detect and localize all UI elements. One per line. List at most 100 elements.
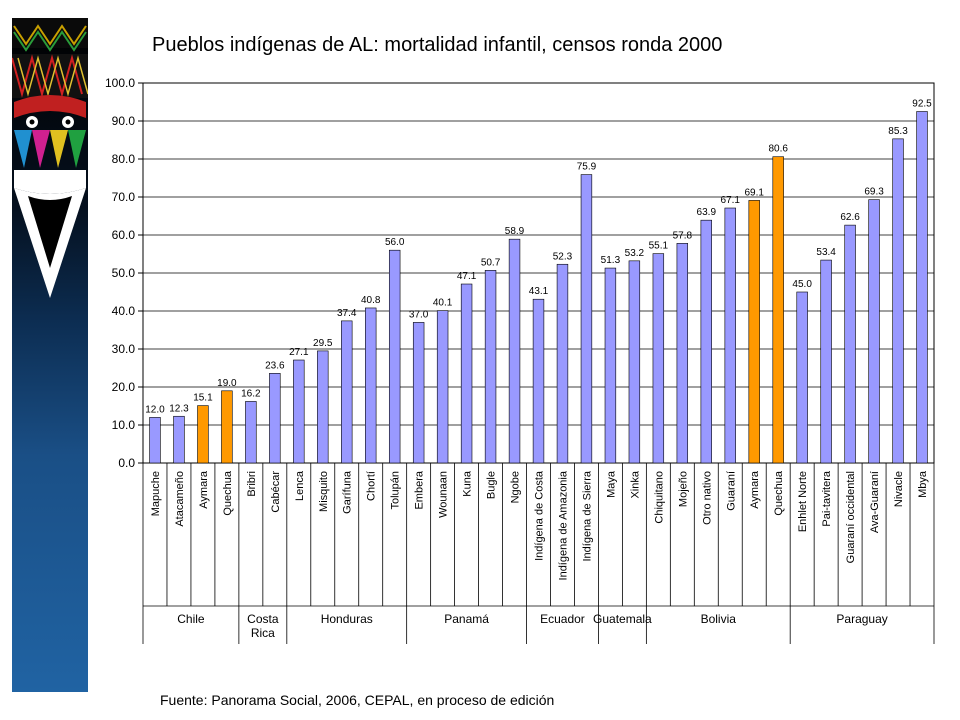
bar <box>844 224 856 464</box>
y-tick-label: 20.0 <box>112 380 136 394</box>
bar <box>556 263 569 464</box>
bar <box>197 405 209 464</box>
decorative-sidebar <box>12 18 88 692</box>
x-category-label: Mojeño <box>677 471 689 507</box>
value-label: 75.9 <box>577 162 597 173</box>
y-tick-label: 100.0 <box>105 76 135 90</box>
y-tick-label: 90.0 <box>112 114 136 128</box>
bar <box>532 298 545 464</box>
value-label: 85.3 <box>888 126 908 137</box>
x-category-label: Embera <box>414 470 426 509</box>
bar <box>412 322 425 464</box>
chart-title: Pueblos indígenas de AL: mortalidad infa… <box>152 34 723 56</box>
x-category-label: Chortí <box>366 471 378 501</box>
bar <box>460 283 473 464</box>
x-category-label: Chiquitano <box>653 471 665 524</box>
y-tick-label: 30.0 <box>112 342 136 356</box>
value-label: 63.9 <box>697 207 717 218</box>
bar <box>245 401 257 464</box>
value-label: 53.4 <box>816 247 836 258</box>
value-label: 43.1 <box>529 286 549 297</box>
value-label: 19.0 <box>217 378 237 389</box>
x-category-label: Cabécar <box>270 471 282 513</box>
value-label: 67.1 <box>721 195 741 206</box>
bar <box>700 219 712 464</box>
bar <box>269 373 281 464</box>
bar <box>652 253 665 464</box>
value-label: 47.1 <box>457 271 477 282</box>
y-tick-label: 50.0 <box>112 266 136 280</box>
bar <box>508 238 521 464</box>
y-axis-ticks: 0.0 10.0 20.0 30.0 40.0 50.0 60.0 70.0 80.0 90.0 1… <box>105 76 143 470</box>
value-label: 27.1 <box>289 347 309 358</box>
group-label: Rica <box>251 626 275 640</box>
x-category-label: Quechua <box>222 470 234 516</box>
value-label: 58.9 <box>505 226 525 237</box>
x-category-label: Kuna <box>462 470 474 497</box>
value-label: 15.1 <box>193 393 213 404</box>
x-category-label: Xinka <box>629 470 641 498</box>
x-category-label: Aymara <box>749 470 761 509</box>
value-label: 51.3 <box>601 255 621 266</box>
x-category-label: Nivacle <box>893 471 905 507</box>
x-category-label: Wounaan <box>438 471 450 518</box>
x-category-label: Indígena de Amazonia <box>557 470 569 580</box>
x-category-label: Tolupán <box>390 471 402 510</box>
group-label: Chile <box>177 612 205 626</box>
value-label: 53.2 <box>625 248 645 259</box>
source-note: Fuente: Panorama Social, 2006, CEPAL, en… <box>160 692 555 708</box>
y-tick-label: 60.0 <box>112 228 136 242</box>
value-label: 56.0 <box>385 237 405 248</box>
x-category-label: Bugle <box>486 471 498 499</box>
value-label: 12.3 <box>169 403 189 414</box>
x-category-label: Guaraní occidental <box>845 471 857 563</box>
bar <box>484 270 497 464</box>
bar <box>293 359 305 464</box>
bar <box>772 156 784 464</box>
bar <box>748 200 760 464</box>
bar <box>628 260 641 464</box>
x-category-label: Lenca <box>294 470 306 501</box>
bar <box>724 207 736 464</box>
bar <box>580 174 593 464</box>
x-category-label: Ngobe <box>510 471 522 503</box>
bar <box>820 259 832 464</box>
y-tick-label: 70.0 <box>112 190 136 204</box>
value-label: 69.3 <box>864 187 884 198</box>
value-label: 37.4 <box>337 308 357 319</box>
bar <box>676 243 689 464</box>
tribal-mask-icon <box>12 18 88 298</box>
group-label: Guatemala <box>593 612 652 626</box>
group-label: Ecuador <box>540 612 585 626</box>
value-label: 80.6 <box>768 144 788 155</box>
x-category-label: Atacameño <box>174 471 186 527</box>
x-category-label: Mapuche <box>150 471 162 516</box>
value-label: 52.3 <box>553 251 573 262</box>
x-axis-categories: Mapuche Atacameño Aymara Quechua Bribri Cabéc… <box>142 463 935 607</box>
bars <box>149 111 928 464</box>
x-category-label: Guaraní <box>725 471 737 511</box>
group-label: Panamá <box>444 612 489 626</box>
x-category-label: Indígena de Sierra <box>581 470 593 561</box>
group-label: Costa <box>247 612 279 626</box>
bar <box>365 307 377 464</box>
value-label: 62.6 <box>840 212 860 223</box>
x-category-label: Quechua <box>773 470 785 516</box>
value-label: 37.0 <box>409 309 429 320</box>
bar <box>892 138 904 464</box>
value-label: 40.8 <box>361 295 381 306</box>
y-tick-label: 0.0 <box>118 456 135 470</box>
x-category-label: Ava-Guaraní <box>869 471 881 533</box>
y-tick-label: 10.0 <box>112 418 136 432</box>
bar <box>796 291 808 464</box>
group-label: Bolivia <box>701 612 737 626</box>
value-labels: 12.0 12.3 15.1 19.0 16.2 23.6 27.1 29.5 37.4 40.8… <box>145 99 932 416</box>
bar <box>317 350 329 464</box>
y-tick-label: 80.0 <box>112 152 136 166</box>
bar <box>173 415 185 464</box>
bar <box>916 111 928 464</box>
value-label: 45.0 <box>792 279 812 290</box>
bar <box>149 417 161 464</box>
y-tick-label: 40.0 <box>112 304 136 318</box>
